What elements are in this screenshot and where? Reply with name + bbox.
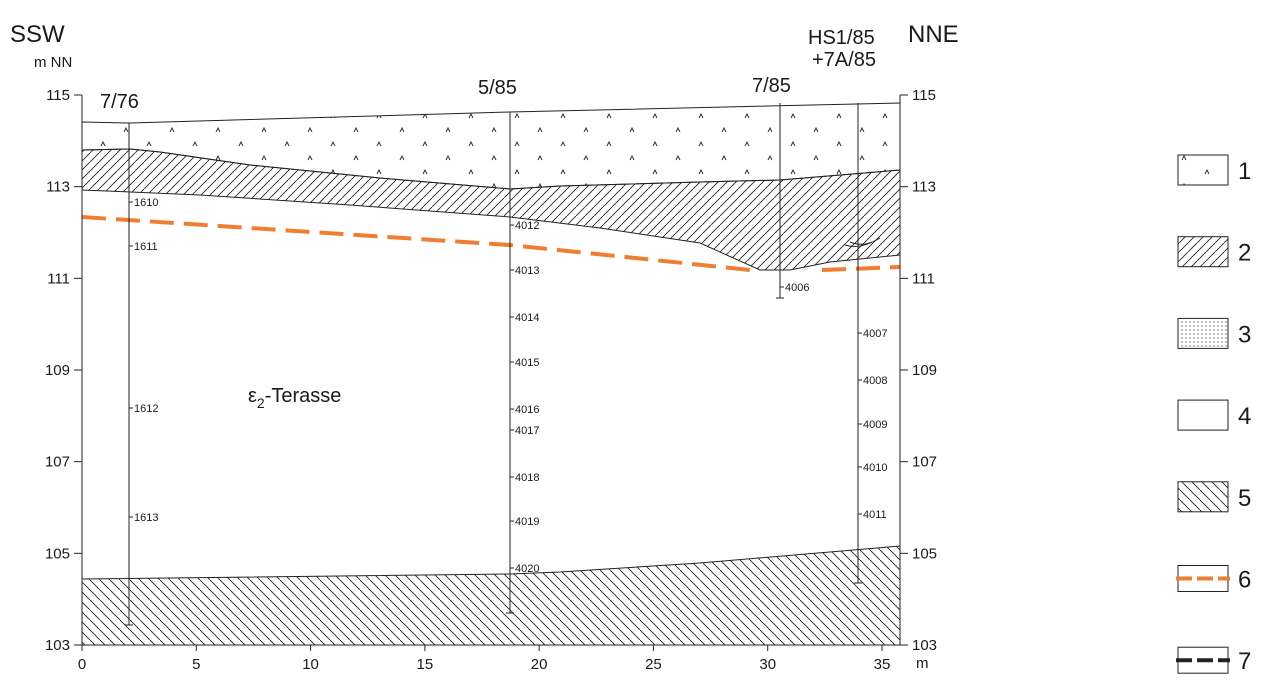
x-tick-label: 35 — [874, 656, 891, 673]
sample-label: 4011 — [863, 509, 887, 521]
legend-item: 4 — [1178, 400, 1251, 430]
x-tick-label: 20 — [531, 656, 548, 673]
y-unit: m NN — [34, 54, 72, 71]
sample-label: 4016 — [515, 404, 539, 416]
sample-label: 4014 — [515, 312, 539, 324]
x-unit: m — [916, 655, 929, 672]
legend-item: 3 — [1178, 318, 1251, 348]
borehole-name: 5/85 — [478, 77, 517, 99]
sample-label: 4013 — [515, 265, 539, 277]
cross-section: SSW NNE m NN m ε2-Terasse 05101520253035… — [0, 0, 1271, 681]
legend-swatch — [1178, 482, 1228, 512]
sample-label: 4015 — [515, 357, 539, 369]
x-tick-label: 30 — [759, 656, 776, 673]
x-tick-label: 15 — [417, 656, 434, 673]
borehole-name: 7/85 — [752, 75, 791, 97]
legend-label: 6 — [1238, 567, 1251, 594]
sample-label: 4018 — [515, 472, 539, 484]
x-tick-label: 0 — [78, 656, 86, 673]
legend-item: 6 — [1176, 566, 1251, 594]
sample-label: 4009 — [863, 419, 887, 431]
sample-label: 4012 — [515, 220, 539, 232]
y-tick-label-right: 103 — [912, 637, 937, 654]
y-tick-label: 103 — [45, 637, 70, 654]
legend-item: 5 — [1178, 482, 1251, 512]
layer-5 — [82, 546, 900, 645]
x-tick-label: 10 — [302, 656, 319, 673]
y-tick-label-right: 113 — [912, 179, 936, 196]
direction-left: SSW — [10, 21, 65, 48]
unit-label: ε2-Terasse — [248, 385, 341, 411]
y-tick-label: 109 — [45, 362, 70, 379]
y-tick-label: 115 — [46, 87, 70, 104]
borehole-name: 7/76 — [100, 91, 139, 113]
sample-label: 4019 — [515, 516, 539, 528]
y-tick-label: 113 — [46, 179, 70, 196]
x-tick-label: 5 — [192, 656, 200, 673]
y-tick-label-right: 111 — [912, 270, 935, 287]
sample-label: 4007 — [863, 328, 887, 340]
layers — [82, 103, 900, 645]
legend-label: 5 — [1238, 485, 1251, 512]
y-tick-label: 111 — [47, 270, 70, 287]
legend-item: 2 — [1178, 237, 1251, 267]
borehole-name: HS1/85 — [808, 27, 875, 49]
y-tick-label: 107 — [45, 454, 70, 471]
y-tick-label-right: 109 — [912, 362, 937, 379]
legend-label: 1 — [1238, 158, 1251, 185]
sample-label: 1612 — [134, 403, 158, 415]
sample-label: 4010 — [863, 462, 887, 474]
legend-swatch — [1178, 155, 1228, 185]
sample-label: 4017 — [515, 425, 539, 437]
legend-label: 2 — [1238, 240, 1251, 267]
y-tick-label: 105 — [45, 545, 70, 562]
sample-label: 1610 — [134, 197, 158, 209]
sample-label: 4008 — [863, 375, 887, 387]
sample-label: 4020 — [515, 563, 539, 575]
legend-label: 7 — [1238, 648, 1251, 675]
legend-swatch — [1178, 237, 1228, 267]
legend-swatch — [1178, 400, 1228, 430]
sample-label: 4006 — [785, 282, 809, 294]
x-tick-label: 25 — [645, 656, 662, 673]
legend-item: 7 — [1176, 647, 1251, 675]
y-tick-label-right: 115 — [912, 87, 936, 104]
borehole-name: +7A/85 — [812, 49, 876, 71]
sample-label: 1611 — [134, 241, 158, 253]
legend-label: 3 — [1238, 321, 1251, 348]
y-tick-label-right: 105 — [912, 545, 937, 562]
direction-right: NNE — [908, 21, 959, 48]
sample-label: 1613 — [134, 512, 158, 524]
legend-label: 4 — [1238, 403, 1251, 430]
legend-item: 1 — [1178, 155, 1251, 185]
y-tick-label-right: 107 — [912, 454, 937, 471]
legend-swatch — [1178, 318, 1228, 348]
